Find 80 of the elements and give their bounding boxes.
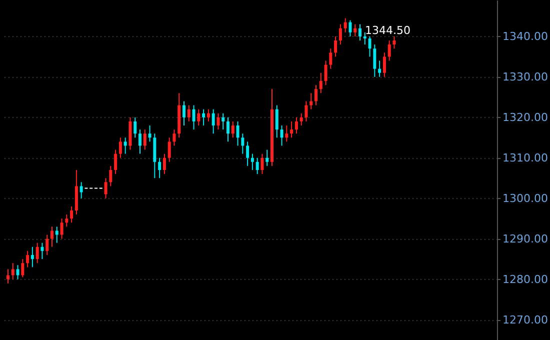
- candlestick: [368, 36, 372, 58]
- candlestick: [30, 246, 34, 268]
- candlestick: [304, 100, 308, 122]
- candlestick: [334, 36, 338, 58]
- candlestick: [241, 133, 244, 154]
- candlestick: [300, 112, 303, 126]
- candlestick: [206, 108, 210, 122]
- candlestick: [382, 52, 386, 78]
- candlestick: [260, 153, 264, 175]
- candlestick: [172, 129, 176, 146]
- candlestick: [338, 24, 342, 46]
- candlestick: [148, 124, 152, 142]
- candlestick: [187, 104, 190, 122]
- candlestick: [70, 206, 74, 224]
- candlestick: [168, 137, 171, 162]
- y-tick-label: 1270.00: [502, 313, 548, 326]
- y-tick-label: 1300.00: [502, 192, 548, 205]
- candlestick: [324, 60, 328, 86]
- candlestick: [354, 24, 357, 37]
- candlestick: [250, 153, 254, 170]
- candlestick: [275, 104, 278, 138]
- candlestick: [236, 120, 240, 146]
- candlestick: [294, 116, 298, 134]
- candlestick: [40, 242, 44, 260]
- candlestick: [314, 84, 318, 106]
- candlestick: [344, 18, 347, 33]
- candlestick: [222, 112, 225, 130]
- candlestick: [6, 268, 10, 284]
- candlestick: [363, 32, 366, 46]
- candlestick: [285, 124, 288, 142]
- candlestick: [192, 104, 196, 130]
- candlestick: [104, 178, 108, 199]
- candlestick: [11, 262, 14, 280]
- candlestick: [216, 112, 220, 130]
- candlestick: [256, 157, 259, 175]
- candlestick: [50, 226, 54, 248]
- candlestick: [118, 137, 122, 158]
- candlestick: [212, 108, 215, 134]
- candlestick: [310, 92, 313, 110]
- candlestick: [231, 120, 234, 138]
- candlestick: [65, 214, 68, 228]
- candlestick: [290, 120, 294, 138]
- candlestick: [21, 258, 24, 278]
- candlestick: [329, 48, 332, 70]
- candlestick: [202, 108, 206, 126]
- y-tick-label: 1290.00: [502, 232, 548, 246]
- candlestick: [16, 264, 20, 280]
- candlestick: [358, 24, 362, 41]
- y-tick-label: 1330.00: [502, 70, 548, 84]
- candlestick: [182, 100, 186, 126]
- candlestick: [124, 137, 127, 154]
- candlestick: [197, 108, 200, 126]
- candlestick: [348, 20, 352, 37]
- candlestick: [226, 116, 230, 142]
- y-tick-label: 1320.00: [502, 110, 548, 124]
- candlestick: [162, 153, 166, 175]
- candlestick: [36, 242, 39, 264]
- annotation: 1344.50: [365, 24, 410, 37]
- candlestick: [280, 124, 284, 146]
- candlestick: [378, 60, 382, 78]
- candlestick: [109, 165, 112, 187]
- y-tick-label: 1340.00: [502, 30, 548, 43]
- candlestick: [392, 36, 396, 50]
- candlestick: [143, 129, 146, 150]
- candlestick: [138, 129, 142, 154]
- candlestick: [246, 141, 250, 166]
- candlestick: [114, 149, 118, 175]
- y-tick-label: 1280.00: [502, 272, 548, 286]
- candlestick: [134, 116, 137, 138]
- candlestick: [158, 157, 162, 179]
- candlestick: [60, 218, 64, 240]
- candlestick: [55, 226, 58, 244]
- candlestick: [373, 44, 376, 78]
- candlestick: [46, 234, 49, 256]
- y-tick-label: 1310.00: [502, 151, 548, 164]
- candlestick: [266, 149, 269, 166]
- candlestick: [319, 72, 322, 94]
- candlestick: [80, 182, 83, 199]
- candlestick: [388, 40, 391, 62]
- candlestick: [26, 250, 30, 268]
